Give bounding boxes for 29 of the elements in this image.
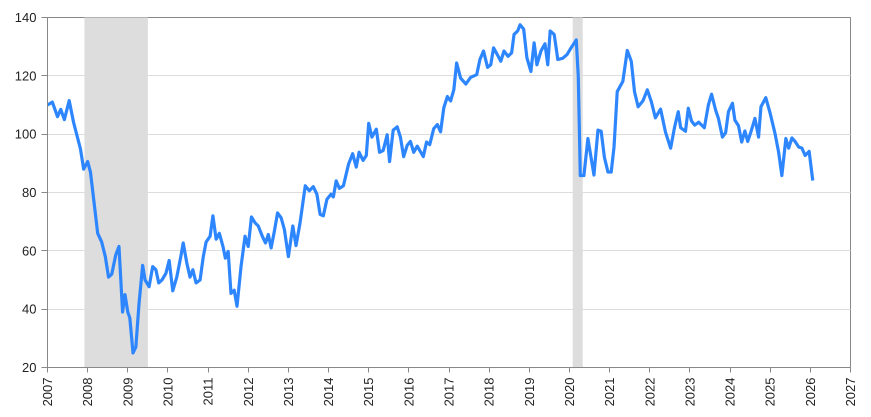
x-tick-label: 2011 [200, 377, 216, 406]
y-tick-label: 20 [22, 360, 37, 375]
x-tick-label: 2015 [361, 378, 376, 406]
x-tick-label: 2018 [482, 378, 497, 406]
x-tick-label: 2014 [321, 378, 336, 406]
y-tick-label: 60 [22, 243, 37, 258]
y-tick-label: 100 [14, 126, 37, 142]
x-tick-label: 2013 [280, 378, 296, 406]
y-tick-label: 40 [22, 302, 37, 317]
x-tick-label: 2019 [522, 378, 537, 406]
x-tick-label: 2012 [240, 378, 256, 406]
x-tick-label: 2026 [802, 378, 818, 406]
x-tick-label: 2017 [442, 378, 456, 406]
x-tick-label: 2025 [762, 378, 778, 406]
x-tick-label: 2024 [722, 378, 738, 406]
x-tick-label: 2007 [40, 378, 55, 406]
y-tick-label: 80 [22, 185, 37, 200]
x-tick-label: 2009 [120, 378, 136, 406]
x-tick-label: 2016 [401, 378, 416, 406]
x-tick-label: 2027 [843, 378, 858, 406]
line-series [48, 23, 814, 355]
x-tick-label: 2023 [682, 378, 698, 406]
x-tick-label: 2021 [602, 378, 618, 406]
x-tick-label: 2008 [80, 378, 96, 406]
x-tick-label: 2020 [562, 378, 577, 406]
y-tick-label: 120 [14, 68, 37, 84]
x-tick-label: 2022 [642, 378, 658, 406]
y-tick-label: 140 [14, 10, 37, 25]
x-tick-label: 2010 [160, 378, 176, 406]
